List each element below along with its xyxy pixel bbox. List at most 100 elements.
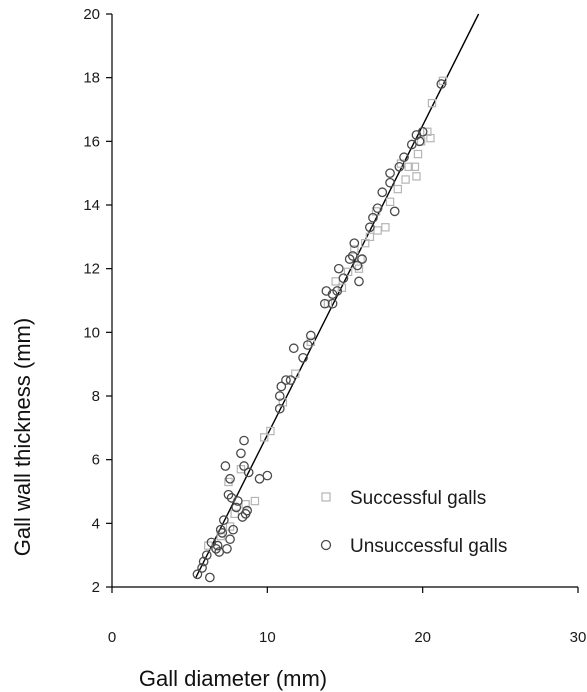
data-point-circle [239,435,249,446]
data-point-circle [389,206,400,217]
data-point-square [230,509,239,518]
legend-label: Successful galls [350,488,486,509]
data-point-circle [240,508,251,519]
data-point-circle [232,496,243,506]
y-tick-label: 4 [92,515,100,532]
data-point-circle [201,550,212,561]
data-point-circle [338,273,349,284]
data-point-circle [285,375,296,385]
data-point-square [260,433,269,442]
data-point-square [381,223,390,232]
data-point-square [343,267,353,277]
y-tick-label: 18 [83,70,100,87]
series-unsuccessful-galls [192,79,447,583]
data-point-circle [231,502,242,513]
legend-marker-square [321,492,331,502]
data-point-circle [274,403,285,414]
data-point-square [291,369,300,378]
data-point-circle [347,251,358,261]
data-point-circle [349,238,360,249]
data-point-circle [298,352,308,363]
legend: Successful galls Unsuccessful galls [320,488,507,557]
data-point-circle [436,79,447,89]
x-ticks: 0 10 20 30 [108,587,587,646]
data-point-square [250,496,260,506]
data-point-circle [385,168,395,179]
data-point-circle [237,512,248,522]
data-point-circle [414,136,425,147]
x-tick-label: 20 [414,629,431,646]
data-point-circle [223,489,234,500]
data-point-circle [220,461,231,471]
data-point-circle [333,263,344,274]
data-point-circle [222,543,232,554]
data-point-square [365,232,375,242]
data-point-circle [305,330,316,341]
y-tick-label: 20 [83,6,100,23]
data-point-circle [365,222,375,233]
legend-marker-circle [320,539,332,551]
data-point-circle [239,461,249,471]
data-point-circle [288,343,299,354]
data-point-circle [327,298,338,309]
data-point-square [306,337,316,347]
data-point-square [331,277,340,286]
data-point-circle [385,177,395,188]
series-successful-galls [204,76,448,550]
data-point-circle [228,524,239,535]
x-tick-label: 10 [259,629,276,646]
data-point-square [401,175,410,184]
data-point-circle [274,391,285,401]
axes: 0 10 20 30 2 4 6 8 10 12 14 16 18 20 [83,6,586,646]
data-point-circle [344,254,355,264]
x-tick-label: 0 [108,629,116,646]
data-point-square [413,149,423,159]
y-ticks: 2 4 6 8 10 12 14 16 18 20 [83,6,112,596]
data-point-circle [332,286,343,296]
data-point-square [350,245,359,254]
data-point-circle [417,126,428,137]
data-point-circle [243,467,254,478]
data-point-circle [302,340,313,350]
data-point-square [225,522,235,531]
data-point-circle [197,563,207,573]
data-point-square [385,197,395,207]
x-axis-title: Gall diameter (mm) [139,666,327,691]
data-point-circle [225,534,235,545]
data-point-square [426,133,435,143]
data-point-circle [368,212,378,223]
data-point-circle [218,515,229,526]
data-point-circle [225,473,235,484]
data-point-circle [215,524,226,535]
y-tick-label: 8 [92,388,100,405]
data-point-circle [276,381,287,392]
data-point-circle [357,254,367,264]
data-point-square [410,162,420,171]
data-point-square [360,239,370,248]
y-axis-title: Gall wall thickness (mm) [10,318,35,556]
data-point-circle [399,152,409,163]
data-point-circle [372,203,383,214]
data-point-circle [205,572,215,583]
y-tick-label: 6 [92,452,100,469]
data-point-square [427,98,437,108]
data-point-circle [262,470,273,481]
legend-label: Unsuccessful galls [350,536,507,557]
data-point-circle [354,276,364,287]
data-point-square [412,172,421,181]
data-point-circle [394,161,405,172]
y-tick-label: 12 [83,261,100,278]
y-tick-label: 2 [92,579,100,596]
data-point-square [236,465,246,474]
data-point-circle [236,448,246,459]
y-tick-label: 16 [83,133,100,150]
data-point-square [393,184,403,194]
y-tick-label: 10 [83,324,100,341]
x-tick-label: 30 [570,629,587,646]
data-point-circle [377,187,388,198]
data-point-square [373,226,382,235]
data-point-circle [212,540,223,551]
data-point-square [266,426,275,436]
data-point-square [204,541,213,550]
